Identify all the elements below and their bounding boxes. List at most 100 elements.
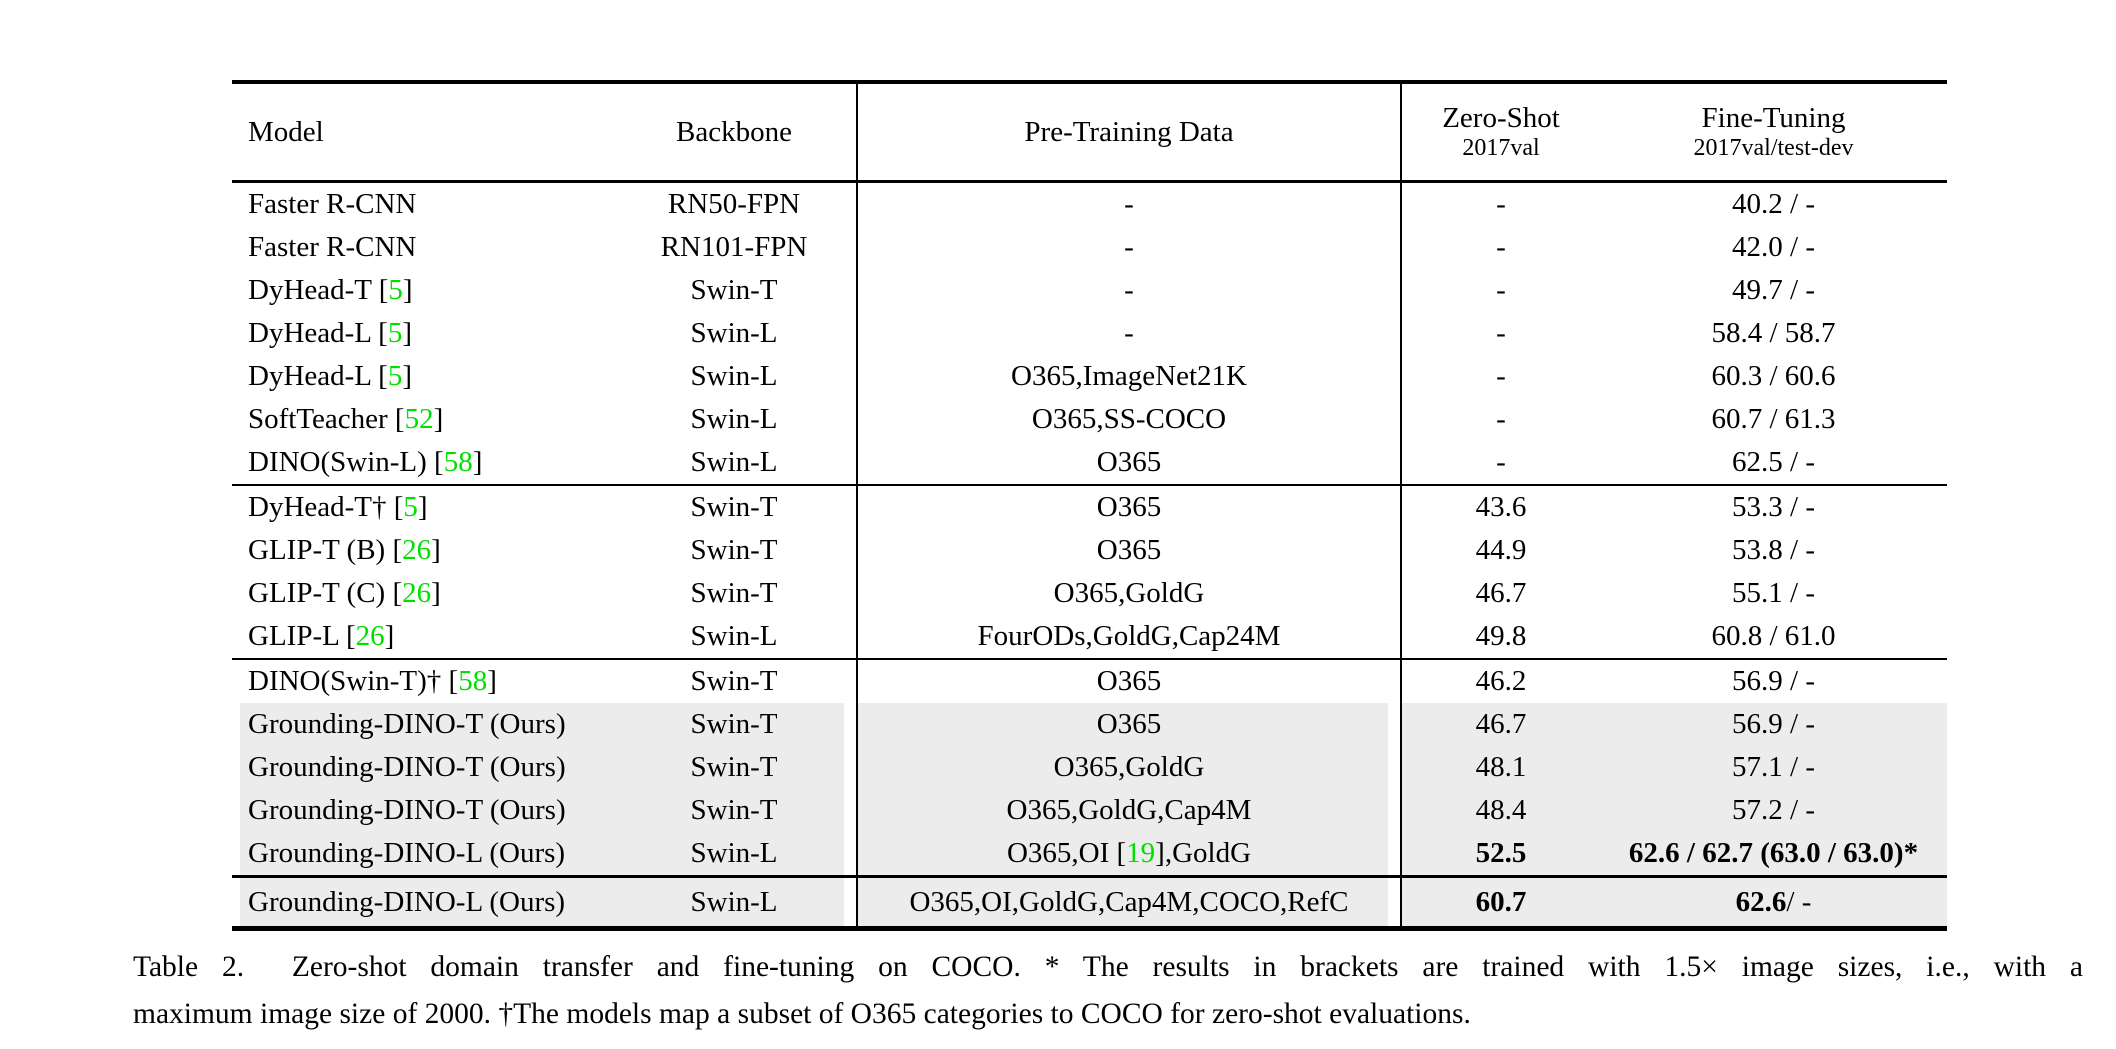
model-text: SoftTeacher [ <box>248 403 405 435</box>
cell-pretrain: O365,OI [19],GoldG <box>856 832 1400 875</box>
finetune-value: 60.8 / 61.0 <box>1711 620 1836 652</box>
model-text: Grounding-DINO-T (Ours) <box>248 794 566 826</box>
cell-pretrain: O365,GoldG,Cap4M <box>856 789 1400 832</box>
table-caption: Table 2. Zero-shot domain transfer and f… <box>133 944 2083 1038</box>
finetune-value: 40.2 / - <box>1732 188 1815 220</box>
cell-zeroshot: 46.7 <box>1400 572 1600 615</box>
model-text-suffix: ] <box>433 403 444 435</box>
backbone-text: Swin-T <box>690 708 778 740</box>
backbone-text: Swin-L <box>690 360 778 392</box>
zeroshot-value: - <box>1496 231 1506 263</box>
cell-pretrain: O365 <box>856 529 1400 572</box>
finetune-value: 56.9 / - <box>1732 665 1815 697</box>
cell-backbone: Swin-L <box>612 312 856 355</box>
results-table: Model Backbone Pre-Training Data Zero-Sh… <box>232 80 1947 931</box>
model-text: DyHead-T [ <box>248 274 389 306</box>
model-text-suffix: ] <box>431 534 441 566</box>
finetune-value: 49.7 / - <box>1732 274 1815 306</box>
zeroshot-value: 49.8 <box>1475 620 1527 652</box>
header-cell-zeroshot: Zero-Shot 2017val <box>1400 84 1600 180</box>
finetune-value: 60.7 / 61.3 <box>1711 403 1836 435</box>
cell-zeroshot: 48.4 <box>1400 789 1600 832</box>
pretrain-text: O365 <box>1096 491 1162 523</box>
cell-model: DyHead-L [5] <box>232 355 612 398</box>
zeroshot-value: 52.5 <box>1475 837 1527 869</box>
cell-pretrain: O365,OI,GoldG,Cap4M,COCO,RefC <box>856 878 1400 926</box>
cell-backbone: Swin-L <box>612 832 856 875</box>
table-row: DINO(Swin-L) [58] Swin-L O365 - 62.5 / - <box>232 441 1947 484</box>
table-row: Grounding-DINO-T (Ours) Swin-T O365,GoldG,… <box>232 789 1947 832</box>
model-text-suffix: ] <box>487 665 497 697</box>
zeroshot-value: - <box>1496 317 1506 349</box>
cell-pretrain: - <box>856 312 1400 355</box>
table-block-3: DINO(Swin-T)† [58] Swin-T O365 46.2 56.9 / -… <box>232 660 1947 878</box>
table-block-4: Grounding-DINO-L (Ours) Swin-L O365,OI,Gol… <box>232 878 1947 931</box>
cell-pretrain: - <box>856 269 1400 312</box>
table-row: Grounding-DINO-L (Ours) Swin-L O365,OI,Gol… <box>232 878 1947 926</box>
cell-finetune: 56.9 / - <box>1600 660 1947 703</box>
table-row: DyHead-T [5] Swin-T - - 49.7 / - <box>232 269 1947 312</box>
model-citation: 26 <box>402 534 432 566</box>
cell-zeroshot: 46.7 <box>1400 703 1600 746</box>
model-text: Grounding-DINO-T (Ours) <box>248 708 566 740</box>
cell-finetune: 42.0 / - <box>1600 226 1947 269</box>
cell-backbone: Swin-L <box>612 615 856 658</box>
pretrain-text: - <box>1124 317 1134 349</box>
table-row: GLIP-T (B) [26] Swin-T O365 44.9 53.8 / - <box>232 529 1947 572</box>
backbone-text: RN50-FPN <box>667 188 801 220</box>
model-text-suffix: ] <box>431 577 441 609</box>
backbone-text: Swin-L <box>690 837 778 869</box>
model-text: GLIP-L [ <box>248 620 356 652</box>
zeroshot-value: 60.7 <box>1475 885 1527 918</box>
model-text: GLIP-T (B) [ <box>248 534 403 566</box>
zeroshot-value: 46.7 <box>1475 577 1527 609</box>
backbone-text: RN101-FPN <box>660 231 808 263</box>
table-row: Grounding-DINO-L (Ours) Swin-L O365,OI [19… <box>232 832 1947 875</box>
finetune-value: 57.2 / - <box>1732 794 1815 826</box>
finetune-value-bold: 62.6 / 62.7 (63.0 / 63.0)* <box>1628 837 1919 869</box>
cell-zeroshot: - <box>1400 312 1600 355</box>
backbone-text: Swin-T <box>690 794 778 826</box>
backbone-text: Swin-L <box>690 885 778 918</box>
model-text: DINO(Swin-T)† [ <box>248 665 459 697</box>
backbone-text: Swin-L <box>690 317 778 349</box>
cell-backbone: Swin-L <box>612 398 856 441</box>
zeroshot-value: - <box>1496 360 1506 392</box>
cell-zeroshot: - <box>1400 398 1600 441</box>
cell-finetune: 60.3 / 60.6 <box>1600 355 1947 398</box>
cell-finetune: 62.5 / - <box>1600 441 1947 484</box>
header-cell-model: Model <box>232 84 612 180</box>
zeroshot-value: 48.4 <box>1475 794 1527 826</box>
cell-model: Grounding-DINO-L (Ours) <box>232 878 612 926</box>
cell-backbone: Swin-T <box>612 660 856 703</box>
zeroshot-value: - <box>1496 274 1506 306</box>
backbone-text: Swin-T <box>690 534 778 566</box>
cell-model: DyHead-T [5] <box>232 269 612 312</box>
header-model-label: Model <box>248 115 324 148</box>
cell-model: Grounding-DINO-T (Ours) <box>232 703 612 746</box>
cell-zeroshot: - <box>1400 226 1600 269</box>
finetune-value: 58.4 / 58.7 <box>1711 317 1836 349</box>
cell-zeroshot: 46.2 <box>1400 660 1600 703</box>
cell-finetune: 60.8 / 61.0 <box>1600 615 1947 658</box>
finetune-value: 57.1 / - <box>1732 751 1815 783</box>
cell-pretrain: O365 <box>856 660 1400 703</box>
finetune-value: / - <box>1786 885 1812 918</box>
cell-backbone: RN101-FPN <box>612 226 856 269</box>
pretrain-text: O365 <box>1096 534 1162 566</box>
cell-zeroshot: - <box>1400 355 1600 398</box>
pretrain-text: O365,GoldG,Cap4M <box>1006 794 1252 826</box>
table-row: GLIP-L [26] Swin-L FourODs,GoldG,Cap24M 49.… <box>232 615 1947 658</box>
cell-zeroshot: 60.7 <box>1400 878 1600 926</box>
table-header: Model Backbone Pre-Training Data Zero-Sh… <box>232 84 1947 183</box>
model-citation: 26 <box>402 577 432 609</box>
zeroshot-value: 48.1 <box>1475 751 1527 783</box>
table-row: DINO(Swin-T)† [58] Swin-T O365 46.2 56.9 / - <box>232 660 1947 703</box>
cell-model: Faster R-CNN <box>232 183 612 226</box>
pretrain-text: - <box>1124 231 1134 263</box>
model-citation: 26 <box>355 620 385 652</box>
finetune-value-bold: 62.6 <box>1735 885 1787 918</box>
pretrain-text: O365 <box>1096 665 1162 697</box>
header-zeroshot-label: Zero-Shot <box>1442 101 1560 134</box>
